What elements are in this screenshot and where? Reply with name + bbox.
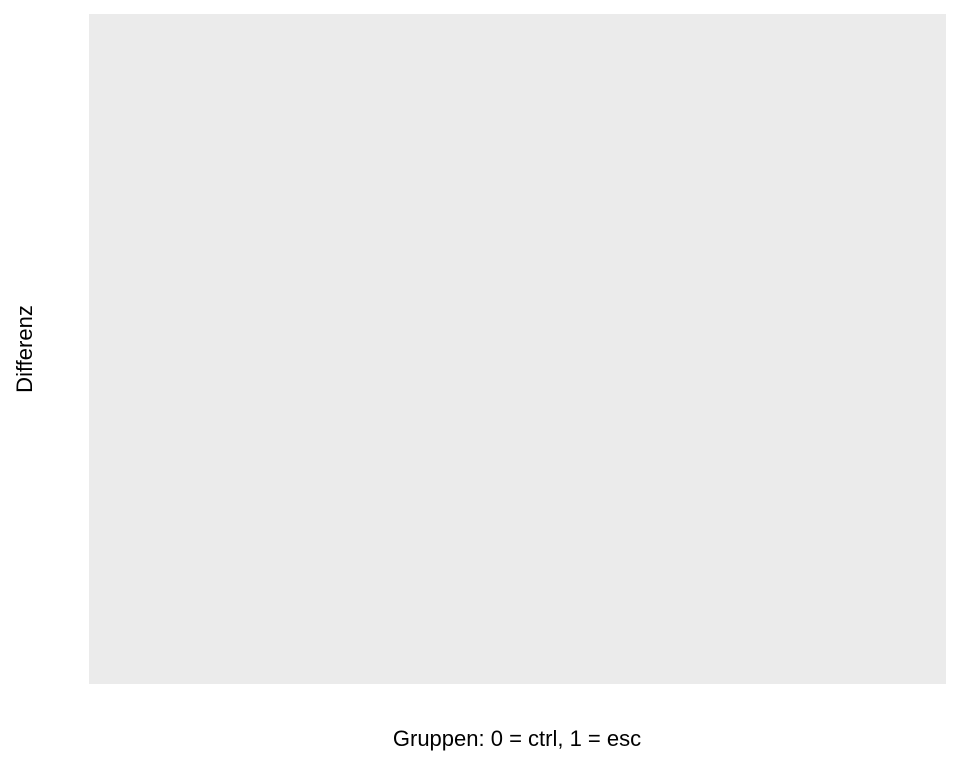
panel — [89, 14, 946, 684]
y-axis-title: Differenz — [12, 305, 37, 393]
x-axis-title: Gruppen: 0 = ctrl, 1 = esc — [393, 726, 641, 751]
